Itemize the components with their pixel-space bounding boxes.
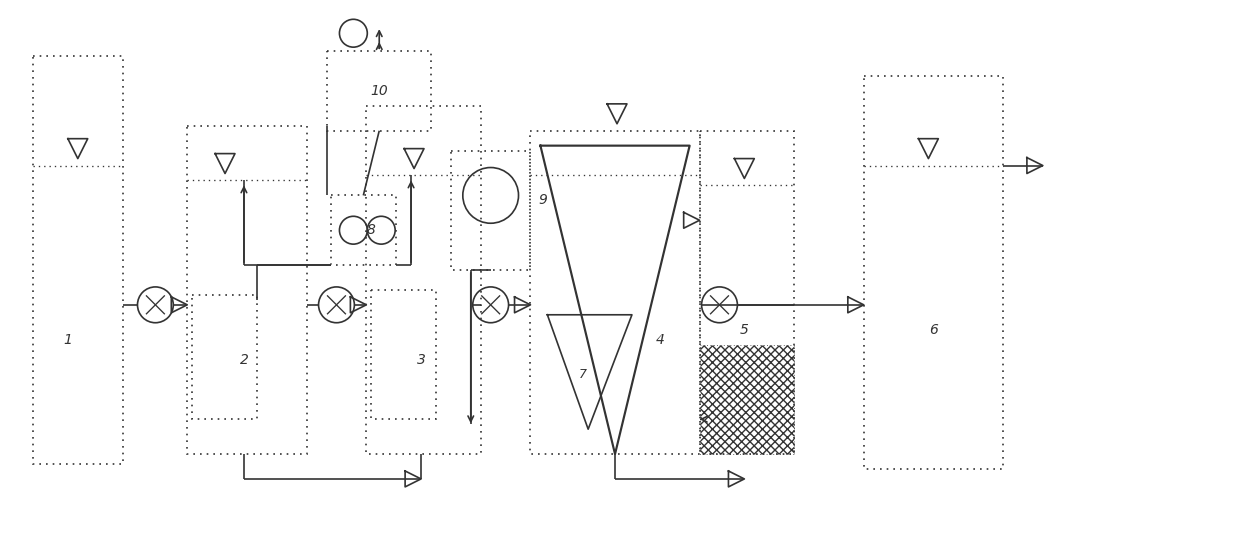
Text: 8: 8: [367, 223, 376, 237]
Bar: [699, 345, 794, 454]
Text: 1: 1: [63, 333, 72, 347]
Text: 3: 3: [417, 352, 425, 366]
Text: 9: 9: [538, 193, 547, 208]
Text: 10: 10: [371, 84, 388, 98]
Text: 5: 5: [740, 322, 749, 337]
Text: 6: 6: [929, 322, 937, 337]
Text: 7: 7: [579, 368, 588, 381]
Text: 4: 4: [656, 333, 665, 347]
Text: 2: 2: [239, 352, 248, 366]
